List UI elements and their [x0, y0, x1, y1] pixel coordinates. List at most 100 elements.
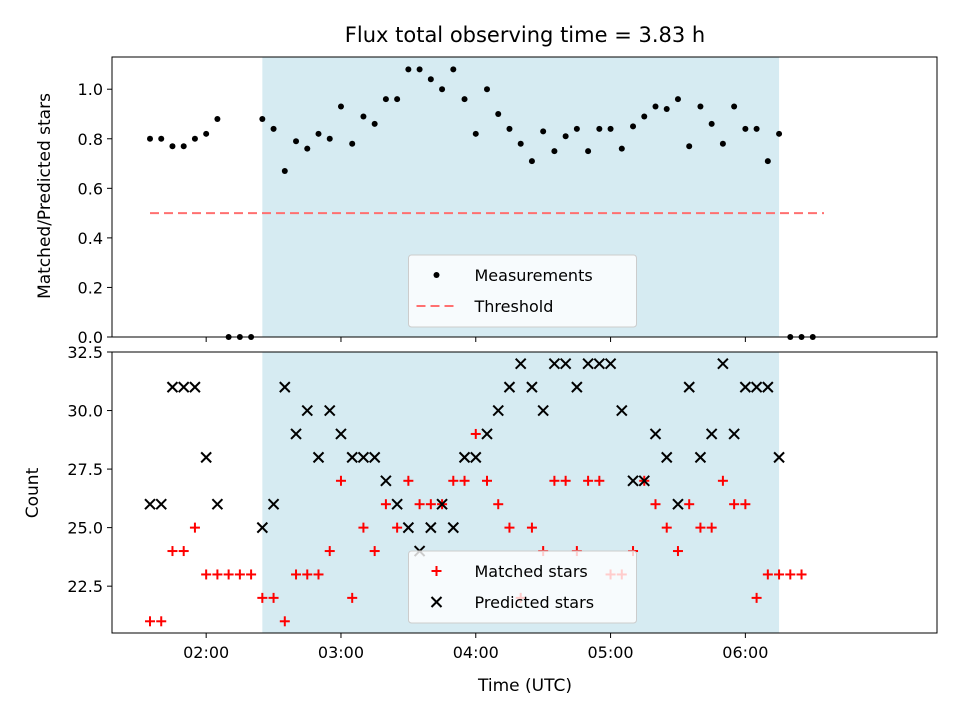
x-b [649, 428, 662, 440]
x-b [548, 358, 561, 370]
measurement-point [147, 135, 153, 142]
top-y-tick-label: 0.6 [78, 179, 103, 198]
x-b [571, 381, 583, 393]
measurement-point [697, 103, 704, 110]
measurement-point [439, 86, 446, 93]
predicted-star-point [447, 521, 460, 534]
bottom-chart-ylabel: Count [23, 467, 43, 518]
x-b [728, 428, 740, 440]
x-b [627, 475, 639, 487]
measurement-point [528, 158, 535, 165]
bottom-x-tick-label: 03:00 [318, 643, 364, 662]
matched-star-point [672, 546, 683, 557]
x-b [346, 451, 358, 464]
top-y-tick-label: 0.8 [78, 130, 103, 149]
legend-entry: Predicted stars [430, 593, 594, 612]
measurement-point [337, 103, 344, 110]
matched-star-point [302, 569, 313, 580]
x-b [368, 451, 381, 464]
predicted-star-point [368, 451, 381, 464]
measurement-point [731, 103, 738, 110]
measurement-point [472, 130, 479, 137]
predicted-star-point [649, 428, 662, 440]
measurement-point [416, 66, 423, 73]
predicted-star-point [683, 381, 695, 393]
predicted-star-point [661, 451, 673, 464]
x-b [335, 428, 347, 440]
x-b [189, 381, 201, 393]
predicted-star-point [514, 358, 527, 370]
x-b [773, 451, 785, 464]
legend-entry: Threshold [416, 297, 554, 316]
matched-star-point [526, 522, 537, 533]
x-b [705, 428, 718, 440]
matched-star-point [178, 546, 189, 557]
predicted-star-point [436, 498, 448, 510]
predicted-star-point [537, 404, 549, 417]
matched-star-point [482, 475, 492, 486]
measurement-point [540, 128, 547, 135]
x-b [582, 358, 594, 370]
x-b [324, 404, 336, 417]
predicted-star-point [616, 404, 628, 417]
measurement-point [652, 103, 659, 110]
measurement-point [394, 96, 401, 103]
matched-star-point [145, 616, 155, 627]
measurement-point [349, 140, 356, 147]
top-y-tick-label: 0.4 [78, 229, 103, 248]
predicted-star-point [144, 498, 156, 510]
predicted-star-point [694, 451, 707, 464]
predicted-star-point [559, 358, 572, 370]
predicted-star-point [267, 498, 280, 510]
x-b [200, 451, 212, 464]
measurement-point [382, 96, 389, 103]
measurement-point [686, 143, 693, 150]
measurement-point [607, 125, 614, 132]
bottom-y-tick-label: 30.0 [67, 402, 103, 421]
matched-star-point [729, 499, 740, 510]
predicted-star-point [324, 404, 336, 417]
bottom-series-1 [144, 358, 785, 557]
matched-star-point [324, 546, 335, 557]
x-b [380, 475, 392, 487]
predicted-star-point [739, 381, 752, 393]
legend-label: Measurements [475, 266, 593, 285]
x-b [492, 404, 504, 417]
measurement-point [618, 145, 625, 152]
matched-star-point [717, 475, 728, 486]
predicted-star-point [402, 521, 415, 534]
x-b [683, 381, 695, 393]
x-b [470, 451, 482, 464]
measurement-point [573, 125, 580, 132]
matched-star-point [291, 569, 302, 580]
top-series-0 [147, 66, 816, 340]
legend-entry: Matched stars [431, 562, 588, 581]
predicted-star-point [458, 451, 471, 464]
x-b [211, 498, 224, 510]
matched-star-point [740, 499, 751, 510]
predicted-star-point [301, 404, 313, 417]
x-b [514, 358, 527, 370]
bottom-x-tick-label: 05:00 [588, 643, 634, 662]
matched-star-point [594, 475, 605, 486]
matched-star-point [459, 475, 470, 486]
measurement-point [776, 130, 783, 137]
top-y-tick-label: 0.0 [78, 328, 103, 347]
measurement-point [562, 133, 569, 140]
legend-dot-icon [433, 272, 440, 278]
matched-star-point [493, 499, 504, 510]
x-b [144, 498, 156, 510]
measurement-point [158, 135, 165, 142]
bottom-legend: Matched stars Predicted stars [408, 550, 637, 624]
measurement-point [506, 125, 513, 132]
predicted-star-point [604, 358, 617, 370]
matched-star-point [785, 569, 796, 580]
x-b [256, 521, 269, 534]
measurement-point [259, 115, 266, 122]
predicted-star-point [481, 428, 493, 440]
measurement-point [495, 110, 502, 117]
measurement-point [742, 125, 749, 132]
matched-star-point [650, 499, 661, 510]
legend-entry: Measurements [433, 266, 593, 285]
legend-label: Threshold [474, 297, 554, 316]
